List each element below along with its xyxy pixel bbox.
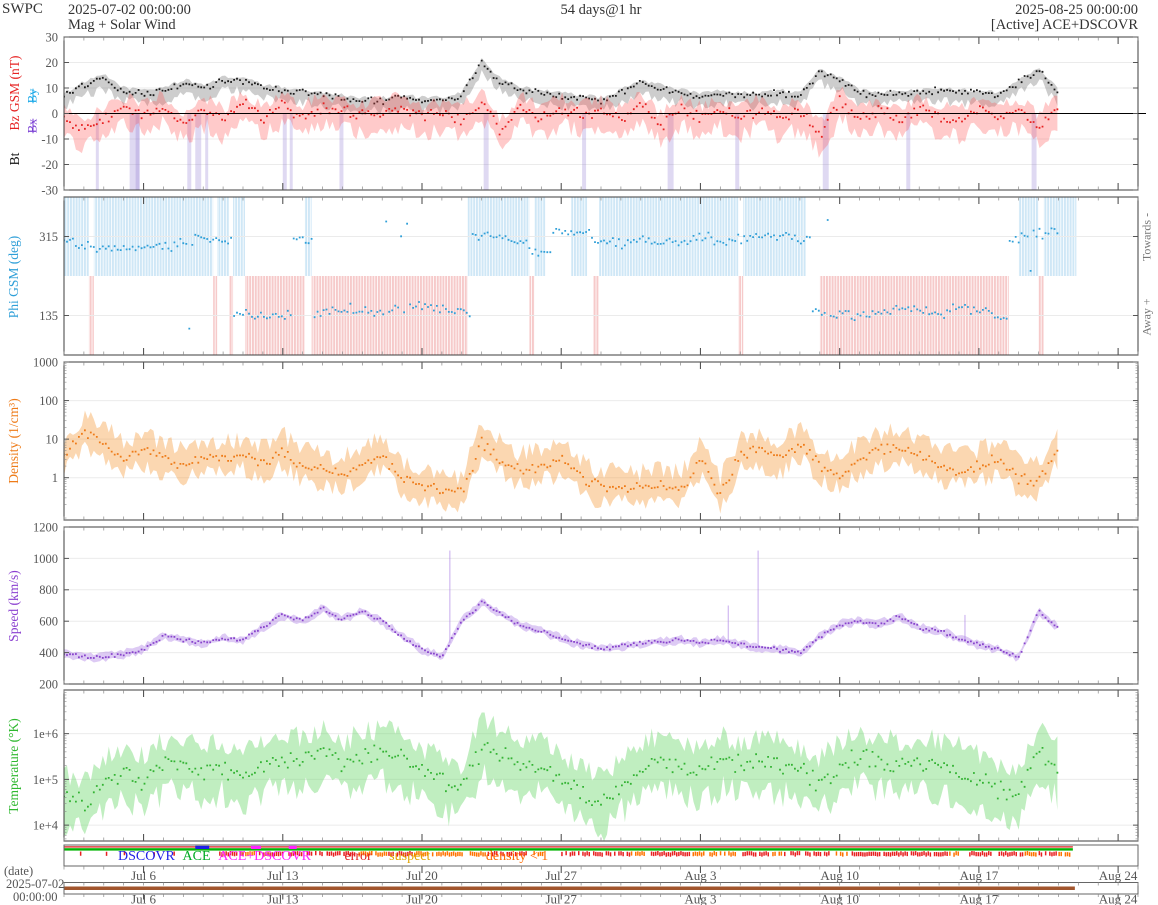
date-axis-1: Jul 6 Jul 13 Jul 20 Jul 27 Aug 3 Aug 10 Aug 17… <box>63 866 1139 883</box>
svg-text:800: 800 <box>39 583 58 597</box>
svg-text:Jul 13: Jul 13 <box>267 868 298 883</box>
svg-text:1e+6: 1e+6 <box>33 727 58 741</box>
legend-item-ace-dscovr: ACE+DSCOVR <box>218 849 311 864</box>
bz-axis-label: Bz GSM (nT) <box>7 55 22 131</box>
svg-text:10: 10 <box>46 81 59 95</box>
plot-title: Mag + Solar Wind <box>68 17 176 33</box>
svg-text:1e+5: 1e+5 <box>33 773 58 787</box>
svg-text:Jul 27: Jul 27 <box>546 892 578 905</box>
svg-text:1: 1 <box>52 471 58 485</box>
svg-text:Aug 24: Aug 24 <box>1099 892 1138 905</box>
svg-text:Aug 10: Aug 10 <box>820 868 859 883</box>
panel-temperature: 1e+6 1e+5 1e+4 <box>33 689 1139 842</box>
duration-label: 54 days@1 hr <box>560 2 642 18</box>
bx-axis-label: Bx <box>25 118 40 134</box>
density-lt-1-marks <box>245 851 1071 857</box>
svg-text:400: 400 <box>39 646 58 660</box>
density-data <box>64 410 1059 514</box>
svg-text:Jul 20: Jul 20 <box>406 892 437 905</box>
date-axis-2: Jul 6 Jul 13 Jul 20 Jul 27 Aug 3 Aug 10 Aug 17… <box>63 882 1139 905</box>
svg-text:30: 30 <box>46 30 59 44</box>
panel-density: 1000 100 10 1 <box>33 355 1139 521</box>
by-axis-label: By <box>25 88 40 104</box>
svg-text:1000: 1000 <box>33 552 58 566</box>
panel-mag: 30 20 10 0 -10 -20 -30 <box>41 30 1146 197</box>
svg-text:Jul 27: Jul 27 <box>546 868 578 883</box>
svg-text:Jul 20: Jul 20 <box>406 868 437 883</box>
svg-text:10: 10 <box>46 433 59 447</box>
svg-text:1000: 1000 <box>33 355 58 369</box>
towards-sector-label: Towards - <box>1139 212 1154 262</box>
svg-text:Aug 17: Aug 17 <box>960 892 999 905</box>
svg-text:20: 20 <box>46 56 59 70</box>
phi-axis-label: Phi GSM (deg) <box>6 235 21 319</box>
svg-text:135: 135 <box>39 309 58 323</box>
panel-speed: 1200 1000 800 600 400 200 <box>33 520 1139 691</box>
temperature-axis-label: Temperature (°K) <box>6 718 21 814</box>
coverage-bar <box>64 886 1075 890</box>
svg-text:Jul 6: Jul 6 <box>131 868 156 883</box>
svg-text:315: 315 <box>39 230 58 244</box>
svg-text:1e+4: 1e+4 <box>33 819 59 833</box>
svg-text:-30: -30 <box>41 183 58 197</box>
end-datetime: 2025-08-25 00:00:00 <box>1015 2 1138 18</box>
density-axis-label: Density (1/cm³) <box>6 398 21 484</box>
date-axis-caption: (date) <box>4 864 34 878</box>
bt-axis-label: Bt <box>7 152 22 166</box>
svg-text:Jul 6: Jul 6 <box>131 892 156 905</box>
start-datetime: 2025-07-02 00:00:00 <box>68 2 191 18</box>
legend-item-dscovr: DSCOVR <box>118 849 175 864</box>
legend-item-suspect: suspect <box>389 849 431 864</box>
error-marks <box>79 851 1057 857</box>
mag-data <box>64 58 1059 190</box>
svg-text:0: 0 <box>52 107 58 121</box>
speed-speed-points <box>64 600 1059 660</box>
speed-axis-label: Speed (km/s) <box>6 570 21 642</box>
temperature-data <box>64 712 1059 841</box>
source-status: [Active] ACE+DSCOVR <box>990 17 1138 33</box>
legend-item-ace: ACE <box>182 849 211 864</box>
status-legend: DSCOVR ACE ACE+DSCOVR error suspect dens… <box>118 849 548 865</box>
axis-start-time: 00:00:00 <box>13 890 58 904</box>
panel-phi: 315 135 <box>39 196 1139 356</box>
app-title: SWPC <box>2 1 43 17</box>
legend-item-density-lt-1: density < 1 <box>485 849 549 864</box>
legend-item-error: error <box>344 849 372 864</box>
svg-text:Aug 3: Aug 3 <box>684 892 716 905</box>
svg-text:Aug 3: Aug 3 <box>684 868 716 883</box>
svg-text:Aug 24: Aug 24 <box>1099 868 1138 883</box>
svg-text:Aug 10: Aug 10 <box>820 892 859 905</box>
svg-text:Jul 13: Jul 13 <box>267 892 298 905</box>
svg-text:600: 600 <box>39 615 58 629</box>
svg-text:100: 100 <box>39 394 58 408</box>
svg-text:-20: -20 <box>41 158 58 172</box>
svg-text:-10: -10 <box>41 132 58 146</box>
away-sector-label: Away + <box>1139 298 1154 336</box>
svg-text:1200: 1200 <box>33 520 58 534</box>
svg-text:200: 200 <box>39 677 58 691</box>
axis-start-date: 2025-07-02 <box>6 877 65 891</box>
svg-text:Aug 17: Aug 17 <box>960 868 999 883</box>
speed-data <box>64 550 1059 663</box>
